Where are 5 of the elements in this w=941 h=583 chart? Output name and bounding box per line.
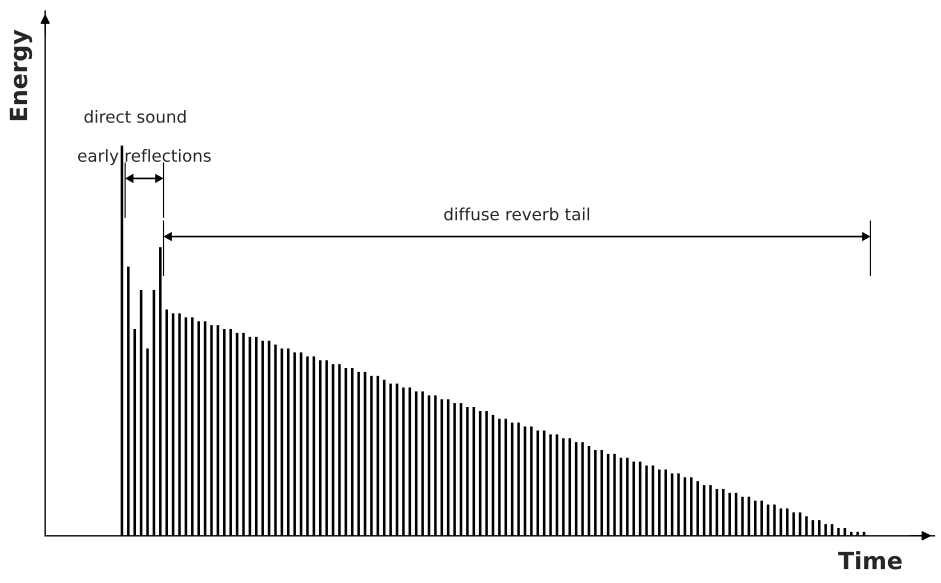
y-axis-title: Energy (10, 30, 32, 120)
text: direct sound (84, 110, 186, 123)
x-axis-title: Time (838, 551, 902, 570)
annotation: diffuse reverb tail (444, 208, 590, 220)
annotation: early reflections (78, 149, 211, 166)
